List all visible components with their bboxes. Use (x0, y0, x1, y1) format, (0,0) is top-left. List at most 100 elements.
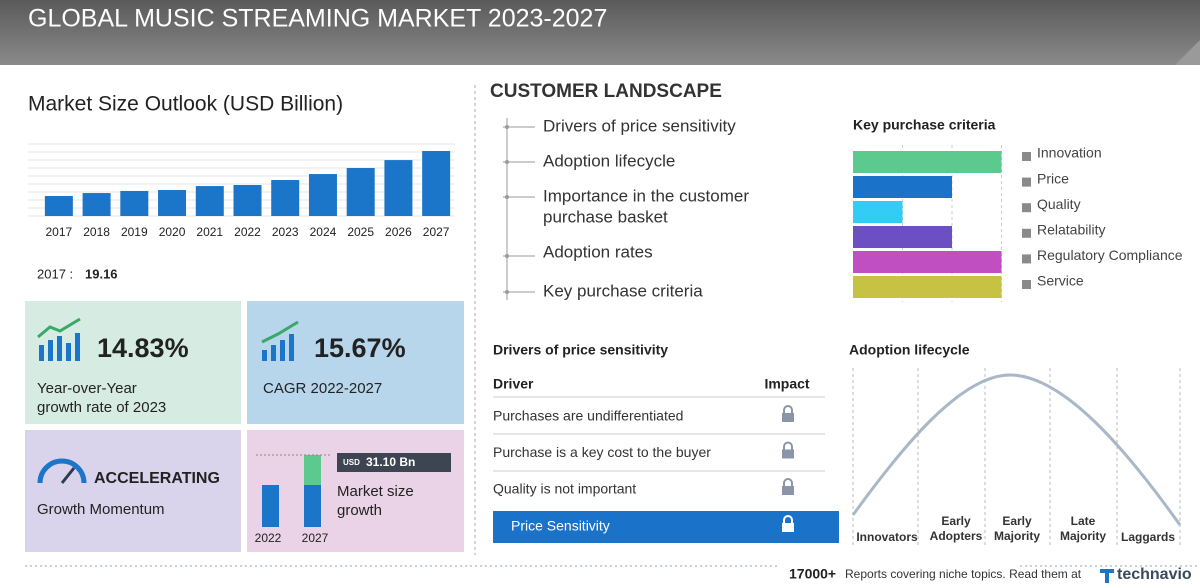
list-dot (505, 290, 509, 294)
x-tick-label: 2021 (196, 225, 223, 239)
header-shape (0, 0, 1200, 65)
stage-label: Innovators (856, 530, 918, 544)
bar (853, 201, 903, 223)
chart-title: Adoption lifecycle (849, 342, 970, 358)
list-item: Key purchase criteria (543, 281, 703, 300)
bar (853, 276, 1002, 298)
base-value: 19.16 (85, 266, 118, 281)
legend-swatch (1022, 254, 1031, 264)
table-header: Driver (493, 376, 534, 392)
bar (82, 193, 111, 216)
legend-swatch (1022, 228, 1031, 238)
legend-label: Price (1037, 170, 1069, 186)
lock-icon (782, 449, 794, 459)
kpi-value: 15.67% (314, 333, 406, 363)
badge-value: 31.10 Bn (366, 455, 415, 469)
highlight-row (493, 511, 839, 543)
kpi-card (247, 301, 464, 424)
bar (195, 186, 224, 216)
highlight-cell: Price Sensitivity (511, 518, 610, 534)
list-item: purchase basket (543, 207, 668, 226)
kpi-label: CAGR 2022-2027 (263, 380, 382, 397)
mini-bars (256, 453, 451, 527)
table-cell: Quality is not important (493, 481, 636, 497)
lifecycle-curve (851, 373, 1182, 526)
kpi-card (247, 430, 464, 552)
bar (346, 168, 375, 216)
kpi-label: Growth Momentum (37, 501, 165, 518)
legend-swatch (1022, 203, 1031, 213)
lock-icon (783, 515, 793, 523)
legend-swatch (1022, 152, 1031, 161)
stage-label: Early (1002, 514, 1032, 528)
x-tick-label: 2024 (310, 225, 337, 239)
section-title: CUSTOMER LANDSCAPE (490, 81, 722, 102)
legend-label: Relatability (1037, 222, 1105, 238)
gauge-icon (37, 458, 87, 484)
bar (384, 160, 413, 216)
bar (271, 180, 300, 216)
mini-year: 2022 (255, 531, 282, 545)
growth-icon (37, 317, 81, 361)
stage-label: Early (941, 514, 971, 528)
legend-swatch (1022, 177, 1031, 187)
kpi-label: Year-over-Year (37, 380, 137, 397)
lock-icon (782, 413, 794, 422)
x-tick-label: 2023 (272, 225, 299, 239)
list-item: Importance in the customer (543, 186, 749, 205)
mini-year: 2027 (302, 531, 329, 545)
kpi-card (25, 430, 241, 552)
list-dot (505, 195, 509, 199)
kpi-label: Market size (337, 483, 414, 500)
lock-icon (783, 441, 793, 450)
legend-swatch (1022, 280, 1031, 289)
list-dot (505, 125, 509, 129)
bar (158, 190, 187, 216)
x-tick-label: 2020 (159, 225, 186, 239)
footer-brand: technavio (1117, 566, 1192, 583)
footer-text: Reports covering niche topics. Read them… (845, 567, 1082, 581)
stage-label: Majority (1060, 529, 1106, 543)
x-tick-label: 2017 (46, 225, 73, 239)
list-item: Drivers of price sensitivity (543, 116, 736, 135)
kpi-value: ACCELERATING (94, 470, 220, 487)
bar (308, 174, 337, 216)
x-tick-label: 2027 (423, 225, 450, 239)
table-header: Impact (764, 376, 809, 392)
brand-logo (1100, 569, 1114, 583)
kpi-label: growth rate of 2023 (37, 399, 166, 416)
table-cell: Purchases are undifferentiated (493, 408, 683, 424)
bar (853, 251, 1002, 273)
chart-title: Market Size Outlook (USD Billion) (28, 93, 343, 116)
lock-icon (782, 523, 794, 532)
bar (44, 196, 73, 216)
lock-icon (783, 478, 793, 486)
stage-label: Majority (994, 529, 1040, 543)
kpi-card (25, 301, 241, 424)
bar (853, 176, 952, 198)
kpi-value: 14.83% (97, 333, 189, 363)
x-tick-label: 2022 (234, 225, 261, 239)
legend-label: Quality (1037, 196, 1081, 212)
legend-label: Innovation (1037, 145, 1102, 161)
table-title: Drivers of price sensitivity (493, 342, 668, 358)
base-label: 2017 : (37, 266, 73, 281)
list-item: Adoption lifecycle (543, 151, 675, 170)
x-tick-label: 2026 (385, 225, 412, 239)
bar (853, 151, 1002, 173)
cagr-icon (261, 320, 299, 361)
footer-count: 17000+ (789, 566, 836, 582)
legend-label: Service (1037, 273, 1084, 289)
lock-icon (783, 405, 793, 413)
stage-label: Laggards (1121, 530, 1175, 544)
table-cell: Purchase is a key cost to the buyer (493, 444, 711, 460)
x-tick-label: 2019 (121, 225, 148, 239)
x-tick-label: 2025 (347, 225, 374, 239)
list-dot (505, 254, 509, 258)
badge-unit: USD (343, 458, 360, 467)
chart-title: Key purchase criteria (853, 117, 996, 133)
bar (120, 190, 149, 216)
bar (422, 151, 451, 216)
